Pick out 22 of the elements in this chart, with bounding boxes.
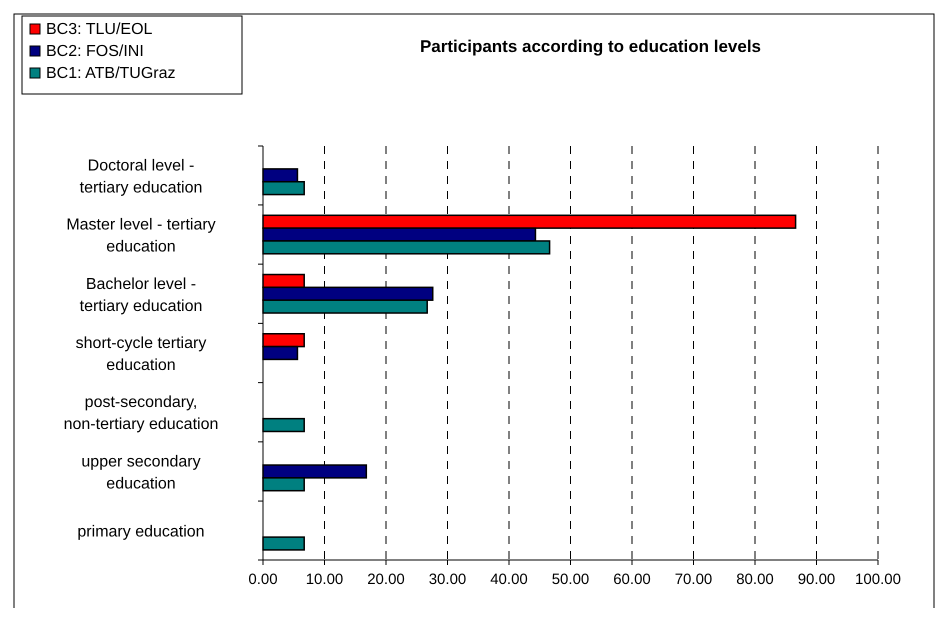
x-tick-label: 60.00 — [613, 571, 651, 588]
x-tick-label: 0.00 — [248, 571, 278, 588]
x-tick-label: 30.00 — [428, 571, 466, 588]
y-tick-label: short-cycle tertiary education — [76, 335, 206, 374]
y-tick-label: post-secondary, non-tertiary education — [64, 394, 218, 434]
chart-title: Participants according to education levels — [420, 37, 762, 56]
x-tick-label: 50.00 — [552, 571, 590, 588]
y-tick-label: Doctoral level - tertiary education — [80, 157, 202, 196]
x-tick-label: 10.00 — [306, 571, 344, 588]
y-tick-label: primary education — [77, 524, 205, 541]
legend-label: BC3: TLU/EOL — [46, 21, 153, 38]
y-tick-label: Bachelor level - tertiary education — [80, 276, 202, 315]
legend-label: BC2: FOS/INI — [46, 43, 144, 60]
x-tick-label: 100.00 — [855, 571, 901, 588]
x-tick-label: 90.00 — [798, 571, 836, 588]
x-tick-label: 70.00 — [674, 571, 712, 588]
x-tick-label: 20.00 — [367, 571, 405, 588]
y-tick-label: upper secondary education — [81, 453, 201, 492]
x-tick-label: 40.00 — [490, 571, 528, 588]
x-tick-label: 80.00 — [736, 571, 774, 588]
y-tick-label: Master level - tertiary education — [66, 216, 216, 256]
legend-label: BC1: ATB/TUGraz — [46, 65, 176, 82]
